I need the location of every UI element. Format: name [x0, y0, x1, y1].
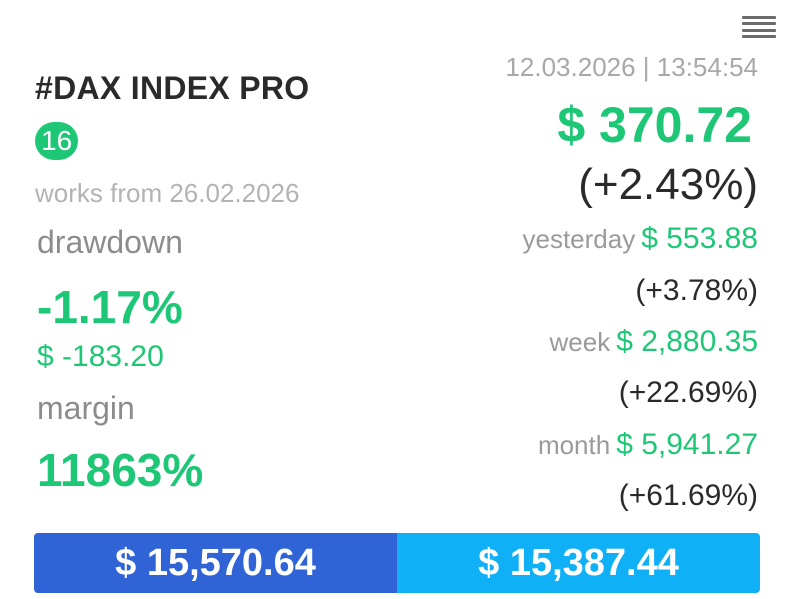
- menu-icon-line: [742, 28, 776, 32]
- period-percent-week: (+22.69%): [618, 376, 758, 409]
- period-row-week: week $ 2,880.35: [550, 325, 759, 359]
- period-label: yesterday: [522, 224, 636, 254]
- period-row-month: month $ 5,941.27: [538, 428, 758, 462]
- menu-icon-line: [742, 34, 776, 38]
- period-label: week: [549, 327, 611, 357]
- strategy-title: #DAX INDEX PRO: [35, 70, 310, 106]
- timestamp: 12.03.2026 | 13:54:54: [505, 52, 758, 82]
- balance-bar: $ 15,570.64 $ 15,387.44: [34, 533, 760, 593]
- drawdown-label: drawdown: [37, 224, 183, 260]
- margin-value: 11863%: [37, 444, 204, 496]
- works-from-text: works from 26.02.2026: [35, 178, 300, 208]
- period-percent-month: (+61.69%): [618, 479, 758, 512]
- margin-label: margin: [37, 390, 135, 426]
- menu-icon[interactable]: [742, 16, 776, 38]
- menu-icon-line: [742, 16, 776, 19]
- period-amount: $ 2,880.35: [616, 325, 758, 358]
- drawdown-percent: -1.17%: [37, 281, 183, 333]
- count-badge: 16: [35, 122, 79, 160]
- menu-icon-line: [742, 22, 776, 26]
- period-row-yesterday: yesterday $ 553.88: [522, 222, 758, 256]
- drawdown-amount: $ -183.20: [37, 340, 164, 373]
- price-change-percent: (+2.43%): [578, 160, 758, 209]
- period-amount: $ 5,941.27: [616, 428, 758, 461]
- equity-button[interactable]: $ 15,387.44: [397, 533, 760, 593]
- period-amount: $ 553.88: [641, 222, 758, 255]
- period-percent-yesterday: (+3.78%): [635, 274, 758, 307]
- current-price: $ 370.72: [557, 97, 752, 153]
- period-label: month: [537, 430, 611, 460]
- balance-button[interactable]: $ 15,570.64: [34, 533, 397, 593]
